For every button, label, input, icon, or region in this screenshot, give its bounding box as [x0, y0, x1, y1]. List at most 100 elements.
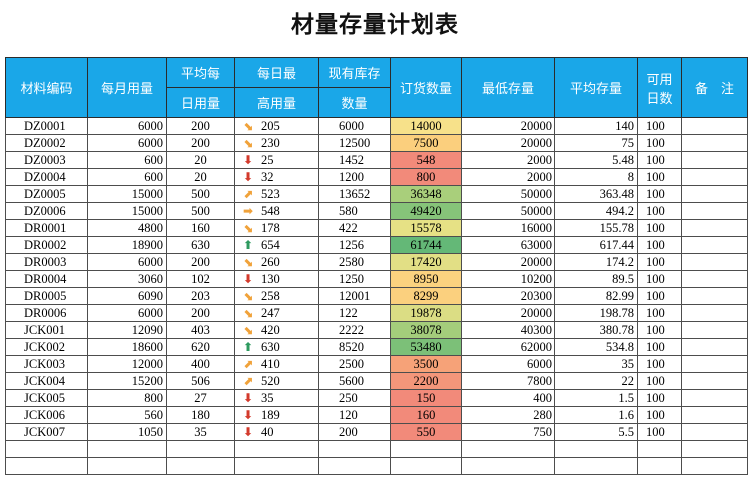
- cell-avg-daily[interactable]: 506: [166, 372, 235, 390]
- cell-monthly-usage[interactable]: 12000: [87, 355, 167, 373]
- cell-available-days[interactable]: 100: [637, 287, 682, 305]
- cell-remarks[interactable]: [681, 457, 748, 475]
- cell-min-stock[interactable]: 2000: [461, 168, 555, 186]
- cell-material-code[interactable]: DR0003: [5, 253, 88, 271]
- header-material-code[interactable]: 材料编码: [5, 57, 88, 118]
- cell-max-daily[interactable]: ⬆ 630: [234, 338, 319, 356]
- cell-available-days[interactable]: 100: [637, 372, 682, 390]
- cell-avg-stock[interactable]: 82.99: [554, 287, 638, 305]
- cell-max-daily[interactable]: ⬇ 35: [234, 389, 319, 407]
- cell-material-code[interactable]: DR0006: [5, 304, 88, 322]
- cell-min-stock[interactable]: 20000: [461, 304, 555, 322]
- cell-monthly-usage[interactable]: 15200: [87, 372, 167, 390]
- cell-max-daily[interactable]: ⬇ 40: [234, 423, 319, 441]
- cell-order-qty[interactable]: 7500: [390, 134, 462, 152]
- cell-max-daily[interactable]: ⬊ 247: [234, 304, 319, 322]
- cell-avg-daily[interactable]: 630: [166, 236, 235, 254]
- cell-available-days[interactable]: 100: [637, 236, 682, 254]
- cell-order-qty[interactable]: 800: [390, 168, 462, 186]
- cell-avg-daily[interactable]: 180: [166, 406, 235, 424]
- cell-avg-stock[interactable]: 22: [554, 372, 638, 390]
- cell-order-qty[interactable]: 61744: [390, 236, 462, 254]
- cell-remarks[interactable]: [681, 270, 748, 288]
- cell-remarks[interactable]: [681, 338, 748, 356]
- cell-max-daily[interactable]: ⬊ 420: [234, 321, 319, 339]
- cell-avg-stock[interactable]: 534.8: [554, 338, 638, 356]
- cell-stock-qty[interactable]: 2500: [318, 355, 391, 373]
- cell-avg-stock[interactable]: [554, 440, 638, 458]
- cell-max-daily[interactable]: [234, 457, 319, 475]
- cell-avg-stock[interactable]: 35: [554, 355, 638, 373]
- cell-min-stock[interactable]: 20000: [461, 253, 555, 271]
- cell-monthly-usage[interactable]: 800: [87, 389, 167, 407]
- cell-material-code[interactable]: DR0002: [5, 236, 88, 254]
- cell-order-qty[interactable]: [390, 457, 462, 475]
- cell-available-days[interactable]: 100: [637, 134, 682, 152]
- cell-max-daily[interactable]: ⬈ 410: [234, 355, 319, 373]
- cell-stock-qty[interactable]: 1256: [318, 236, 391, 254]
- cell-available-days[interactable]: 100: [637, 253, 682, 271]
- cell-avg-stock[interactable]: 174.2: [554, 253, 638, 271]
- cell-monthly-usage[interactable]: [87, 457, 167, 475]
- cell-monthly-usage[interactable]: [87, 440, 167, 458]
- cell-available-days[interactable]: [637, 440, 682, 458]
- cell-min-stock[interactable]: 63000: [461, 236, 555, 254]
- cell-material-code[interactable]: DR0004: [5, 270, 88, 288]
- cell-monthly-usage[interactable]: 15000: [87, 185, 167, 203]
- cell-max-daily[interactable]: ⬈ 523: [234, 185, 319, 203]
- cell-monthly-usage[interactable]: 600: [87, 151, 167, 169]
- cell-material-code[interactable]: DZ0003: [5, 151, 88, 169]
- header-avg-daily-line2[interactable]: 日用量: [166, 87, 235, 118]
- cell-min-stock[interactable]: 20300: [461, 287, 555, 305]
- cell-min-stock[interactable]: 6000: [461, 355, 555, 373]
- cell-order-qty[interactable]: 38078: [390, 321, 462, 339]
- cell-stock-qty[interactable]: 1250: [318, 270, 391, 288]
- cell-monthly-usage[interactable]: 3060: [87, 270, 167, 288]
- cell-monthly-usage[interactable]: 6000: [87, 304, 167, 322]
- cell-available-days[interactable]: 100: [637, 185, 682, 203]
- cell-monthly-usage[interactable]: 4800: [87, 219, 167, 237]
- cell-remarks[interactable]: [681, 287, 748, 305]
- cell-avg-stock[interactable]: 89.5: [554, 270, 638, 288]
- cell-material-code[interactable]: JCK004: [5, 372, 88, 390]
- cell-material-code[interactable]: [5, 457, 88, 475]
- cell-max-daily[interactable]: ⬊ 230: [234, 134, 319, 152]
- cell-max-daily[interactable]: ⬊ 205: [234, 117, 319, 135]
- cell-stock-qty[interactable]: 12500: [318, 134, 391, 152]
- cell-monthly-usage[interactable]: 15000: [87, 202, 167, 220]
- cell-material-code[interactable]: DZ0001: [5, 117, 88, 135]
- cell-stock-qty[interactable]: 250: [318, 389, 391, 407]
- header-remarks[interactable]: 备 注: [681, 57, 748, 118]
- cell-material-code[interactable]: JCK003: [5, 355, 88, 373]
- cell-max-daily[interactable]: ⬇ 189: [234, 406, 319, 424]
- cell-avg-daily[interactable]: 200: [166, 304, 235, 322]
- cell-material-code[interactable]: DZ0005: [5, 185, 88, 203]
- cell-avg-daily[interactable]: 160: [166, 219, 235, 237]
- cell-max-daily[interactable]: ➡ 548: [234, 202, 319, 220]
- cell-remarks[interactable]: [681, 236, 748, 254]
- cell-monthly-usage[interactable]: 6000: [87, 134, 167, 152]
- cell-available-days[interactable]: 100: [637, 304, 682, 322]
- cell-remarks[interactable]: [681, 440, 748, 458]
- cell-avg-daily[interactable]: 620: [166, 338, 235, 356]
- cell-stock-qty[interactable]: 1452: [318, 151, 391, 169]
- cell-max-daily[interactable]: ⬇ 25: [234, 151, 319, 169]
- cell-avg-daily[interactable]: 27: [166, 389, 235, 407]
- header-stock-line2[interactable]: 数量: [318, 87, 391, 118]
- cell-avg-daily[interactable]: 200: [166, 117, 235, 135]
- cell-avg-stock[interactable]: 1.5: [554, 389, 638, 407]
- cell-stock-qty[interactable]: 8520: [318, 338, 391, 356]
- cell-min-stock[interactable]: 10200: [461, 270, 555, 288]
- header-avg-daily-line1[interactable]: 平均每: [166, 57, 235, 88]
- cell-remarks[interactable]: [681, 372, 748, 390]
- cell-available-days[interactable]: 100: [637, 202, 682, 220]
- cell-monthly-usage[interactable]: 600: [87, 168, 167, 186]
- cell-avg-stock[interactable]: 140: [554, 117, 638, 135]
- cell-avg-daily[interactable]: 20: [166, 168, 235, 186]
- cell-stock-qty[interactable]: 5600: [318, 372, 391, 390]
- cell-remarks[interactable]: [681, 202, 748, 220]
- cell-remarks[interactable]: [681, 406, 748, 424]
- cell-monthly-usage[interactable]: 18600: [87, 338, 167, 356]
- cell-available-days[interactable]: 100: [637, 355, 682, 373]
- cell-avg-daily[interactable]: 200: [166, 134, 235, 152]
